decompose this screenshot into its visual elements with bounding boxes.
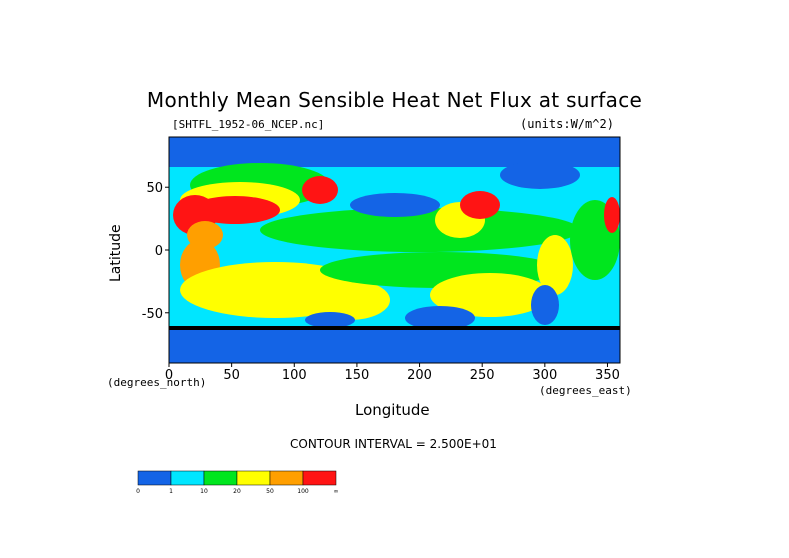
colorbar-segment — [269, 470, 304, 486]
x-tick-label: 150 — [345, 368, 370, 383]
colorbar-label: 0 — [136, 488, 140, 495]
field-patch — [302, 176, 338, 204]
field-patch — [310, 280, 390, 320]
colorbar-label: 100 — [297, 488, 309, 495]
antarctic-boundary-line — [169, 326, 620, 330]
axes: 0 50 100 150 200 250 300 350 50 0 -50 — [142, 181, 620, 383]
x-tick-label: 250 — [470, 368, 495, 383]
x-tick-label: 0 — [165, 368, 173, 383]
y-axis-units: (degrees_north) — [107, 376, 207, 389]
heatmap-plot-area — [169, 137, 620, 363]
field-patch — [531, 285, 559, 325]
x-tick-label: 50 — [223, 368, 240, 383]
contour-interval-label: CONTOUR INTERVAL = 2.500E+01 — [290, 437, 497, 451]
y-tick-label: -50 — [142, 307, 163, 322]
field-patch — [537, 235, 573, 295]
x-tick-label: 200 — [407, 368, 432, 383]
field-south-ocean — [169, 328, 620, 363]
x-axis-units: (degrees_east) — [539, 384, 632, 397]
colorbar-label: ∞ — [334, 488, 339, 495]
colorbar-segment — [203, 470, 238, 486]
file-label: [SHTFL_1952-06_NCEP.nc] — [172, 118, 325, 131]
colorbar-segment — [137, 470, 172, 486]
y-tick-label: 0 — [155, 244, 163, 259]
colorbar-label: 20 — [233, 488, 241, 495]
field-patch — [460, 191, 500, 219]
field-patch — [305, 312, 355, 328]
colorbar-label: 10 — [200, 488, 208, 495]
x-tick-label: 100 — [282, 368, 307, 383]
field-patch — [500, 161, 580, 189]
field-patch — [350, 193, 440, 217]
field-patch — [430, 273, 550, 317]
chart-title: Monthly Mean Sensible Heat Net Flux at s… — [146, 88, 643, 112]
units-label: (units:W/m^2) — [520, 117, 614, 131]
colorbar-segment — [170, 470, 205, 486]
x-axis-label: Longitude — [355, 401, 430, 419]
colorbar-label: 1 — [169, 488, 173, 495]
field-patch — [260, 208, 580, 252]
y-tick-label: 50 — [146, 181, 163, 196]
field-patch — [405, 306, 475, 330]
colorbar-segment — [236, 470, 271, 486]
field-patches — [169, 137, 620, 363]
x-tick-label: 300 — [532, 368, 557, 383]
x-tick-label: 350 — [595, 368, 620, 383]
colorbar: 0 1 10 20 50 100 ∞ — [136, 470, 339, 495]
field-patch — [604, 197, 620, 233]
colorbar-segment — [302, 470, 337, 486]
colorbar-label: 50 — [266, 488, 274, 495]
